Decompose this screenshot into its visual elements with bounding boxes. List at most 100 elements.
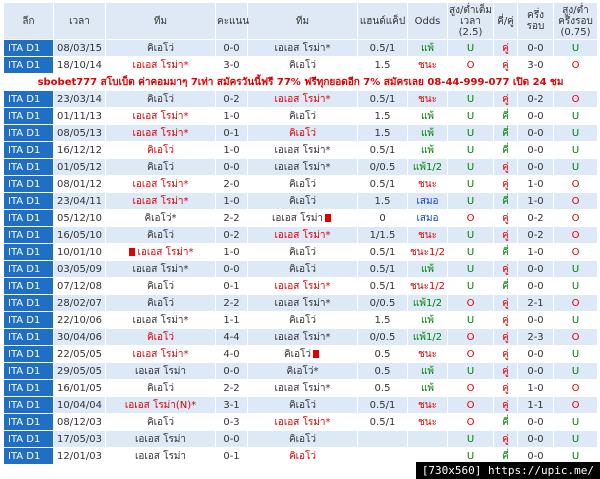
away-team[interactable]: คิเอโว่* (247, 362, 358, 380)
away-team[interactable]: คิเอโว่ (247, 345, 358, 363)
team-name[interactable]: เอเอส โรม่า* (137, 246, 194, 258)
away-team[interactable]: คิเอโว่ (247, 430, 358, 448)
home-team[interactable]: เอเอส โรม่า* (105, 260, 216, 278)
team-name[interactable]: คิเอโว่ (288, 399, 317, 411)
away-team[interactable]: เอเอส โรม่า (247, 209, 358, 227)
away-team[interactable]: คิเอโว่ (247, 192, 358, 210)
away-team[interactable]: เอเอส โรม่า* (247, 328, 358, 346)
team-name[interactable]: คิเอโว่ (146, 416, 175, 428)
team-name[interactable]: เอเอส โรม่า* (132, 263, 189, 275)
team-name[interactable]: เอเอส โรม่า* (274, 144, 331, 156)
away-team[interactable]: เอเอส โรม่า* (247, 277, 358, 295)
team-name[interactable]: คิเอโว่ (288, 59, 317, 71)
home-team[interactable]: เอเอส โรม่า* (105, 124, 216, 142)
away-team[interactable]: คิเอโว่ (247, 243, 358, 261)
home-team[interactable]: เอเอส โรม่า* (105, 243, 216, 261)
away-team[interactable]: เอเอส โรม่า* (247, 413, 358, 431)
team-name[interactable]: เอเอส โรม่า* (274, 382, 331, 394)
home-team[interactable]: เอเอส โรม่า* (105, 56, 216, 74)
team-name[interactable]: คิเอโว่ (288, 178, 317, 190)
home-team[interactable]: เอเอส โรม่า* (105, 311, 216, 329)
away-team[interactable]: เอเอส โรม่า* (247, 226, 358, 244)
home-team[interactable]: เอเอส โรม่า (105, 447, 216, 465)
home-team[interactable]: คิเอโว่ (105, 413, 216, 431)
home-team[interactable]: คิเอโว่ (105, 328, 216, 346)
team-name[interactable]: คิเอโว่ (288, 110, 317, 122)
team-name[interactable]: เอเอส โรม่า* (274, 161, 331, 173)
team-name[interactable]: คิเอโว่ (146, 382, 175, 394)
team-name[interactable]: เอเอส โรม่า* (274, 416, 331, 428)
team-name[interactable]: คิเอโว่ (283, 348, 312, 360)
team-name[interactable]: เอเอส โรม่า* (274, 280, 331, 292)
team-name[interactable]: คิเอโว่ (146, 280, 175, 292)
home-team[interactable]: คิเอโว่ (105, 277, 216, 295)
team-name[interactable]: คิเอโว่ (146, 144, 175, 156)
team-name[interactable]: คิเอโว่ (146, 297, 175, 309)
team-name[interactable]: เอเอส โรม่า* (132, 195, 189, 207)
team-name[interactable]: เอเอส โรม่า* (132, 314, 189, 326)
away-team[interactable]: คิเอโว่ (247, 56, 358, 74)
home-team[interactable]: คิเอโว่ (105, 294, 216, 312)
team-name[interactable]: เอเอส โรม่า* (274, 229, 331, 241)
away-team[interactable]: คิเอโว่ (247, 107, 358, 125)
team-name[interactable]: คิเอโว่* (144, 212, 177, 224)
home-team[interactable]: เอเอส โรม่า(N)* (105, 396, 216, 414)
team-name[interactable]: คิเอโว่ (146, 42, 175, 54)
team-name[interactable]: เอเอส โรม่า (134, 433, 187, 445)
away-team[interactable]: คิเอโว่ (247, 260, 358, 278)
date: 30/04/06 (53, 328, 106, 346)
home-team[interactable]: เอเอส โรม่า (105, 430, 216, 448)
home-team[interactable]: เอเอส โรม่า* (105, 175, 216, 193)
team-name[interactable]: เอเอส โรม่า* (132, 127, 189, 139)
team-name[interactable]: เอเอส โรม่า (134, 365, 187, 377)
away-team[interactable]: เอเอส โรม่า* (247, 141, 358, 159)
team-name[interactable]: เอเอส โรม่า* (132, 110, 189, 122)
team-name[interactable]: คิเอโว่ (288, 127, 317, 139)
away-team[interactable]: เอเอส โรม่า* (247, 294, 358, 312)
away-team[interactable]: คิเอโว่ (247, 447, 358, 465)
home-team[interactable]: คิเอโว่ (105, 226, 216, 244)
home-team[interactable]: เอเอส โรม่า (105, 362, 216, 380)
team-name[interactable]: เอเอส โรม่า* (274, 93, 331, 105)
team-name[interactable]: เอเอส โรม่า(N)* (124, 399, 197, 411)
home-team[interactable]: คิเอโว่ (105, 379, 216, 397)
away-team[interactable]: เอเอส โรม่า* (247, 158, 358, 176)
home-team[interactable]: คิเอโว่* (105, 209, 216, 227)
table-row: ITA D1 05/12/10 คิเอโว่* 2-2 เอเอส โรม่า 0 เสม… (3, 209, 598, 227)
away-team[interactable]: คิเอโว่ (247, 175, 358, 193)
team-name[interactable]: เอเอส โรม่า* (132, 59, 189, 71)
team-name[interactable]: คิเอโว่ (288, 450, 317, 462)
team-name[interactable]: เอเอส โรม่า* (274, 297, 331, 309)
team-name[interactable]: คิเอโว่ (288, 246, 317, 258)
away-team[interactable]: เอเอส โรม่า* (247, 379, 358, 397)
team-name[interactable]: คิเอโว่ (288, 433, 317, 445)
odds-result: แพ้ (407, 311, 448, 329)
team-name[interactable]: เอเอส โรม่า* (132, 348, 189, 360)
home-team[interactable]: เอเอส โรม่า* (105, 345, 216, 363)
away-team[interactable]: เอเอส โรม่า* (247, 39, 358, 57)
home-team[interactable]: คิเอโว่ (105, 141, 216, 159)
away-team[interactable]: คิเอโว่ (247, 124, 358, 142)
team-name[interactable]: เอเอส โรม่า* (132, 178, 189, 190)
team-name[interactable]: เอเอส โรม่า* (274, 331, 331, 343)
team-name[interactable]: คิเอโว่ (146, 331, 175, 343)
banner[interactable]: sbobet777 สโบเบ็ต ค่าคอมมาๆ 7เท่า สมัครว… (3, 73, 598, 91)
team-name[interactable]: คิเอโว่* (286, 365, 319, 377)
away-team[interactable]: คิเอโว่ (247, 396, 358, 414)
team-name[interactable]: คิเอโว่ (146, 93, 175, 105)
away-team[interactable]: เอเอส โรม่า* (247, 90, 358, 108)
team-name[interactable]: คิเอโว่ (288, 314, 317, 326)
team-name[interactable]: เอเอส โรม่า (134, 450, 187, 462)
home-team[interactable]: คิเอโว่ (105, 39, 216, 57)
home-team[interactable]: คิเอโว่ (105, 90, 216, 108)
home-team[interactable]: เอเอส โรม่า* (105, 107, 216, 125)
away-team[interactable]: คิเอโว่ (247, 311, 358, 329)
team-name[interactable]: คิเอโว่ (146, 161, 175, 173)
team-name[interactable]: คิเอโว่ (146, 229, 175, 241)
home-team[interactable]: เอเอส โรม่า* (105, 192, 216, 210)
team-name[interactable]: เอเอส โรม่า* (274, 42, 331, 54)
home-team[interactable]: คิเอโว่ (105, 158, 216, 176)
team-name[interactable]: คิเอโว่ (288, 195, 317, 207)
team-name[interactable]: คิเอโว่ (288, 263, 317, 275)
team-name[interactable]: เอเอส โรม่า (271, 212, 324, 224)
